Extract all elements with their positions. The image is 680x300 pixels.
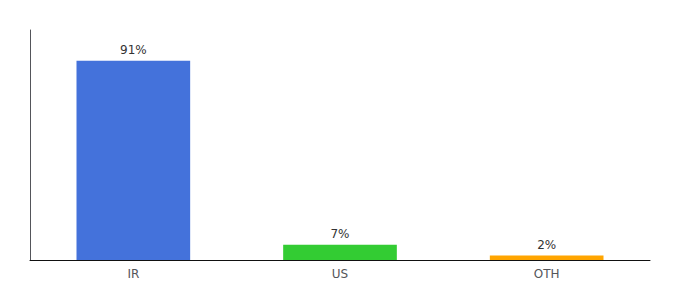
svg-text:91%: 91%	[120, 43, 147, 57]
svg-text:IR: IR	[127, 267, 139, 281]
svg-text:2%: 2%	[537, 238, 556, 252]
svg-text:OTH: OTH	[534, 267, 560, 281]
svg-text:US: US	[332, 267, 348, 281]
svg-text:7%: 7%	[330, 227, 349, 241]
